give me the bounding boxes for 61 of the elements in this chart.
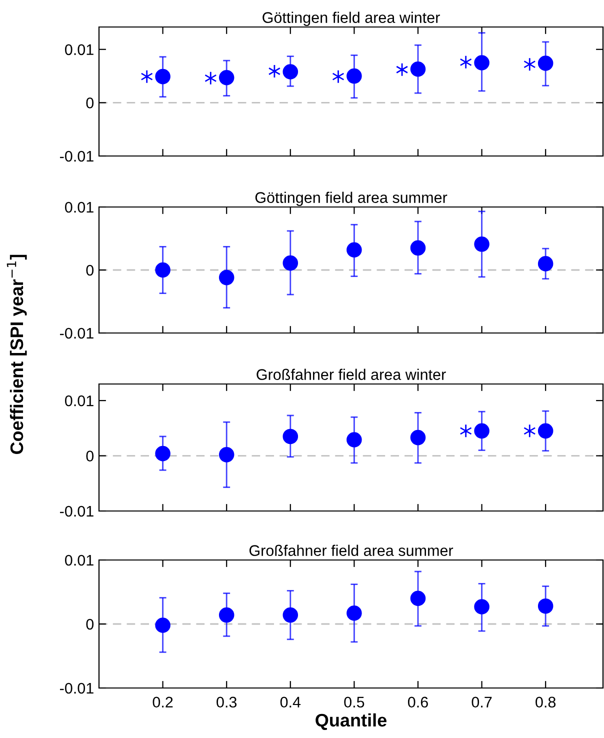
x-tick-label: 0.8 (536, 696, 556, 708)
y-tick-label: -0.01 (60, 506, 94, 517)
point (218, 607, 234, 623)
point (282, 607, 298, 623)
point (155, 446, 170, 462)
point (155, 618, 170, 633)
point (410, 430, 426, 446)
point (346, 605, 362, 621)
x-tick-label: 0.5 (344, 696, 364, 708)
point (155, 262, 170, 278)
chart-title: Großfahner field area winter (256, 368, 446, 380)
point (474, 236, 490, 252)
y-tick-label: 0 (86, 264, 94, 276)
point (538, 598, 554, 614)
point (410, 590, 426, 606)
point (346, 432, 362, 448)
y-axis-title: Coefficient [SPI year$^{−1}$] (6, 254, 27, 454)
y-tick-label: -0.01 (60, 682, 94, 694)
point (524, 424, 536, 438)
point (538, 256, 554, 272)
point (155, 68, 170, 84)
y-tick-label: -0.01 (60, 150, 94, 162)
y-tick-label: 0.01 (65, 395, 94, 406)
point (410, 61, 426, 77)
point (474, 55, 490, 70)
point (524, 57, 536, 72)
y-tick-label: -0.01 (60, 328, 94, 339)
point (460, 424, 472, 438)
point (268, 64, 281, 78)
y-tick-label: 0 (86, 618, 94, 630)
point (282, 64, 298, 80)
point (346, 68, 362, 84)
y-tick-label: 0 (86, 450, 94, 462)
point (538, 423, 554, 439)
chart-title: Göttingen field area winter (262, 12, 440, 26)
x-tick-label: 0.4 (280, 696, 301, 708)
point (218, 447, 234, 462)
point (218, 270, 234, 286)
x-tick-label: 0.6 (408, 696, 428, 708)
point (346, 242, 362, 258)
x-tick-label: 0.3 (216, 696, 237, 708)
point (218, 70, 234, 86)
point (282, 255, 298, 271)
y-tick-label: 0.01 (65, 554, 94, 566)
point (204, 71, 217, 86)
y-tick-label: 0.01 (65, 202, 94, 213)
point (460, 55, 472, 70)
y-tick-label: 0 (86, 98, 94, 108)
y-tick-label: 0.01 (65, 44, 94, 56)
point (282, 428, 298, 444)
chart-title: Göttingen field area summer (255, 192, 448, 206)
point (474, 599, 490, 614)
chart-title: Großfahner field area summer (249, 544, 454, 556)
point (332, 70, 344, 84)
point (474, 423, 490, 439)
x-axis-title: Quantile (316, 713, 386, 730)
point (538, 56, 554, 71)
x-tick-label: 0.7 (472, 696, 492, 708)
point (140, 70, 153, 84)
x-tick-label: 0.2 (152, 696, 173, 708)
point (410, 240, 426, 256)
